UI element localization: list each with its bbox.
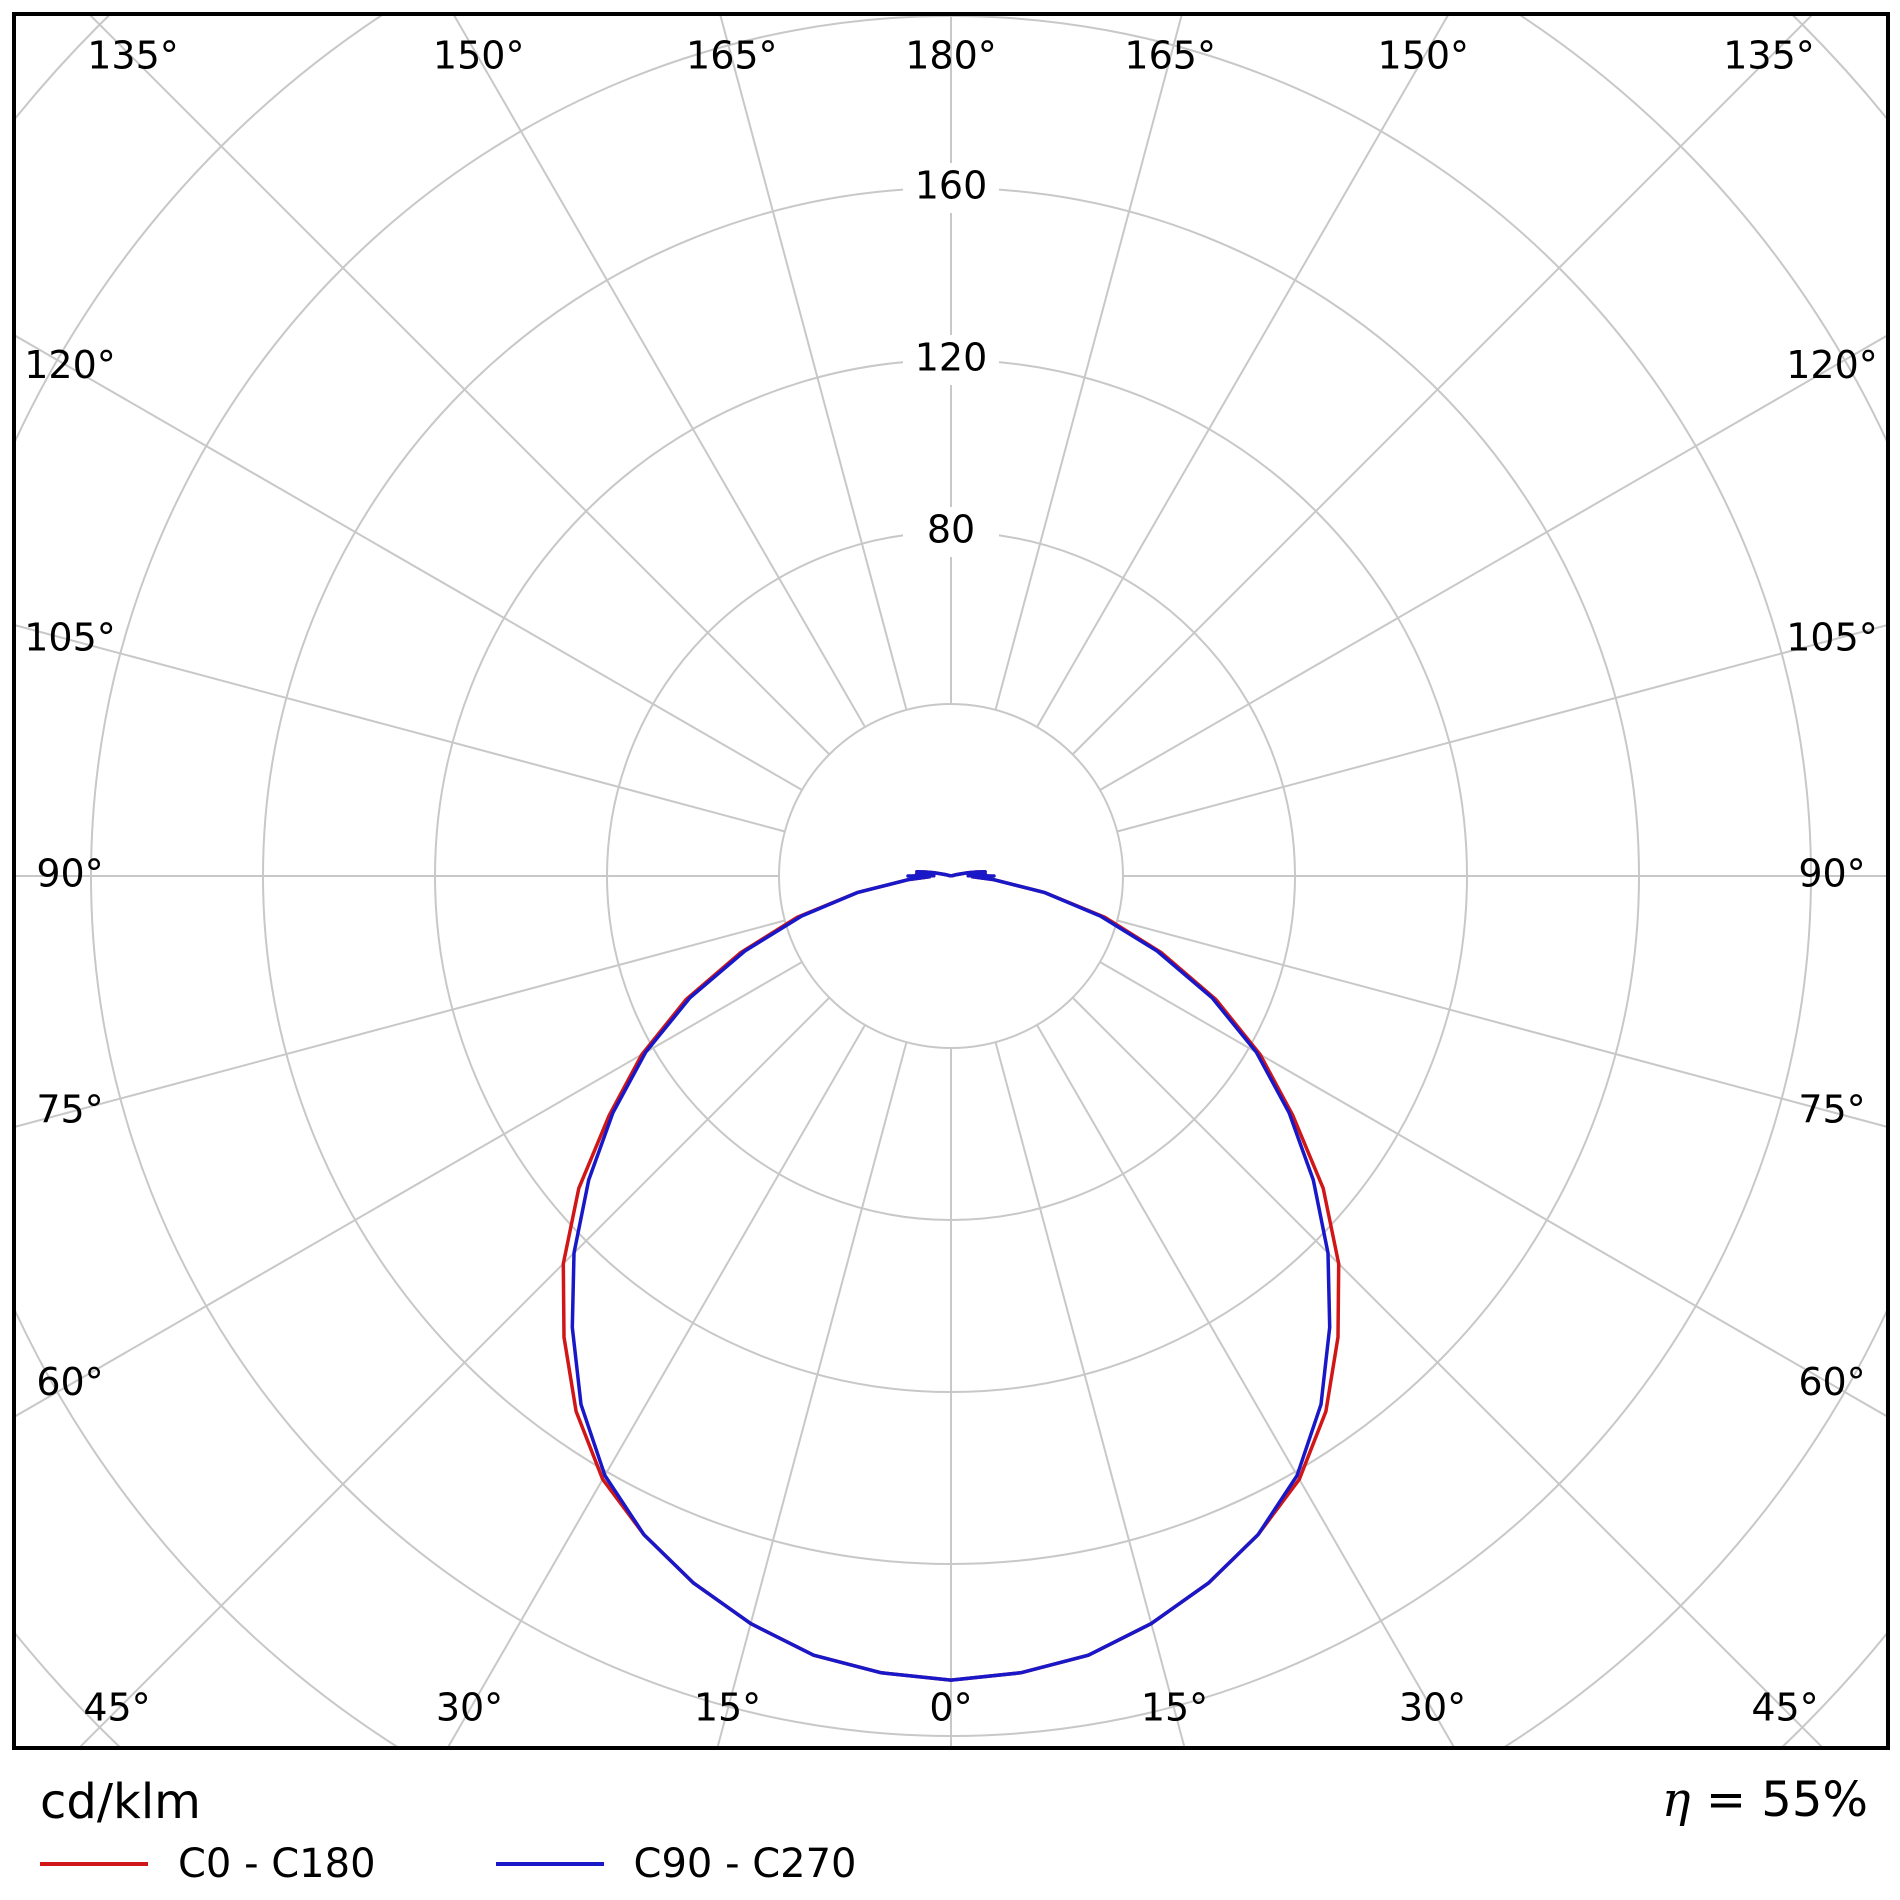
legend-item-c90: C90 - C270 bbox=[495, 1841, 857, 1887]
polar-grid bbox=[16, 16, 1886, 1746]
angle-label: 30° bbox=[436, 1686, 503, 1730]
angle-label: 165° bbox=[1124, 34, 1216, 78]
eta-symbol: η bbox=[1661, 1772, 1691, 1828]
grid-spoke bbox=[89, 16, 831, 756]
ring-label-mask bbox=[903, 507, 999, 557]
c0-line-swatch bbox=[40, 1862, 148, 1866]
grid-spoke bbox=[1036, 1024, 1455, 1746]
units-label: cd/klm bbox=[40, 1774, 201, 1830]
grid-spoke bbox=[16, 624, 786, 833]
polar-chart: 0° 15° 15° 30° 30° 45° 45° 60° 60° 75° 75° 90° 90° 10… bbox=[12, 12, 1890, 1750]
legend-item-c0: C0 - C180 bbox=[40, 1844, 376, 1884]
angle-label: 30° bbox=[1399, 1686, 1466, 1730]
ring-label: 160 bbox=[915, 164, 988, 208]
angle-label: 75° bbox=[36, 1088, 103, 1132]
angle-label: 150° bbox=[1378, 34, 1470, 78]
angle-label: 90° bbox=[1798, 852, 1865, 896]
angle-label: 0° bbox=[929, 1686, 972, 1730]
c90-line-swatch bbox=[495, 1862, 604, 1866]
angle-label: 180° bbox=[905, 34, 997, 78]
angle-label: 105° bbox=[1786, 615, 1878, 659]
ring-label: 80 bbox=[927, 508, 975, 552]
polar-chart-area: 0° 15° 15° 30° 30° 45° 45° 60° 60° 75° 75° 90° 90° 10… bbox=[12, 12, 1890, 1750]
angle-label: 90° bbox=[36, 852, 103, 896]
legend-row: C0 - C180 C90 - C270 bbox=[40, 1844, 977, 1884]
grid-spoke bbox=[1116, 919, 1886, 1128]
grid-spoke bbox=[1116, 624, 1886, 833]
c90-legend-label: C90 - C270 bbox=[633, 1841, 857, 1887]
angle-label: 45° bbox=[1751, 1686, 1818, 1730]
efficiency-label: η = 55% bbox=[1662, 1772, 1868, 1828]
grid-spoke bbox=[1071, 16, 1813, 756]
grid-spoke bbox=[16, 919, 786, 1128]
grid-spoke bbox=[79, 996, 831, 1746]
intensity-curves bbox=[561, 870, 1341, 1682]
grid-spoke bbox=[453, 16, 866, 728]
angle-label: 165° bbox=[686, 34, 778, 78]
angle-label: 15° bbox=[1141, 1686, 1208, 1730]
grid-spoke bbox=[1099, 335, 1886, 791]
curve-c90-c270 bbox=[570, 870, 1332, 1682]
angle-label: 120° bbox=[24, 343, 116, 387]
ring-label: 120 bbox=[915, 336, 988, 380]
grid-spoke bbox=[716, 1041, 908, 1746]
axis-labels: 0° 15° 15° 30° 30° 45° 45° 60° 60° 75° 75° 90° 90° 10… bbox=[24, 34, 1878, 1730]
legend-area: cd/klm η = 55% C0 - C180 C90 - C270 bbox=[26, 1756, 1874, 1896]
eta-value: = 55% bbox=[1705, 1772, 1868, 1828]
grid-spoke bbox=[719, 16, 908, 711]
angle-label: 60° bbox=[36, 1360, 103, 1404]
angle-label: 75° bbox=[1798, 1088, 1865, 1132]
grid-spoke bbox=[994, 16, 1183, 711]
grid-spoke bbox=[1036, 16, 1449, 728]
angle-label: 105° bbox=[24, 615, 116, 659]
angle-label: 150° bbox=[433, 34, 525, 78]
ring-label-mask bbox=[903, 163, 999, 213]
grid-spoke bbox=[1099, 961, 1886, 1417]
angle-label: 120° bbox=[1786, 343, 1878, 387]
grid-spoke bbox=[447, 1024, 866, 1746]
angle-label: 60° bbox=[1798, 1360, 1865, 1404]
angle-label: 135° bbox=[87, 34, 179, 78]
grid-spoke bbox=[994, 1041, 1186, 1746]
angle-label: 135° bbox=[1723, 34, 1815, 78]
grid-spoke bbox=[16, 335, 803, 791]
grid-spoke bbox=[1071, 996, 1823, 1746]
grid-spoke bbox=[16, 961, 803, 1417]
ring-label-mask bbox=[903, 335, 999, 385]
c0-legend-label: C0 - C180 bbox=[178, 1841, 376, 1887]
angle-label: 45° bbox=[83, 1686, 150, 1730]
angle-label: 15° bbox=[694, 1686, 761, 1730]
